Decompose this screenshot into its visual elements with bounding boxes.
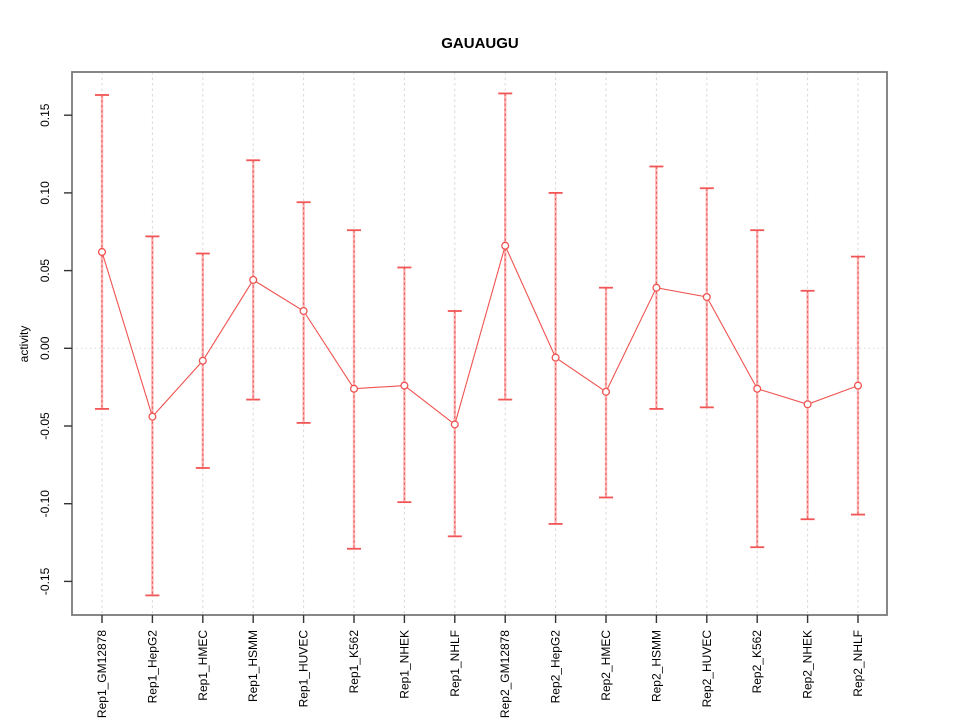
data-point xyxy=(198,356,207,365)
plot-area: 0.15 0.10 0.05 0.00 -0.05 -0.10 -0.15 Rep1_GM12… xyxy=(38,71,888,718)
data-point xyxy=(601,387,611,396)
y-tick-label: 0.05 xyxy=(38,259,52,283)
data-point xyxy=(551,353,560,362)
y-tick-label: 0.10 xyxy=(38,181,52,205)
data-point xyxy=(148,412,157,421)
x-tick-label: Rep2_K562 xyxy=(750,630,764,694)
x-tick-label: Rep2_HSMM xyxy=(649,630,663,702)
data-point xyxy=(702,292,711,302)
data-point xyxy=(450,420,459,429)
y-axis-label: activity xyxy=(17,326,31,363)
data-point xyxy=(853,381,863,390)
x-tick-label: Rep2_GM12878 xyxy=(498,630,512,718)
y-tick-label: -0.15 xyxy=(38,567,52,595)
data-point xyxy=(349,384,359,393)
y-tick-label: 0.15 xyxy=(38,103,52,127)
x-tick-label: Rep2_HUVEC xyxy=(700,630,714,708)
x-tick-label: Rep2_HMEC xyxy=(599,630,613,701)
y-tick-label: -0.05 xyxy=(38,412,52,440)
data-point xyxy=(249,275,258,284)
x-tick-label: Rep1_HMEC xyxy=(196,630,210,701)
data-point xyxy=(501,241,510,250)
data-point xyxy=(803,400,812,409)
x-tick-label: Rep2_HepG2 xyxy=(549,630,563,704)
x-tick-label: Rep1_HUVEC xyxy=(297,630,311,708)
data-point xyxy=(299,306,308,316)
data-point xyxy=(753,384,762,393)
x-tick-label: Rep1_HSMM xyxy=(246,630,260,702)
plot-frame xyxy=(71,71,888,616)
x-tick-label: Rep2_NHLF xyxy=(851,630,865,697)
y-tick-label: 0.00 xyxy=(38,336,52,360)
data-point xyxy=(652,283,661,292)
x-tick-label: Rep1_K562 xyxy=(347,630,361,694)
data-point xyxy=(97,247,107,257)
x-tick-label: Rep1_HepG2 xyxy=(145,630,159,704)
x-tick-label: Rep1_GM12878 xyxy=(95,630,109,718)
series-line xyxy=(101,244,859,426)
y-tick-label: -0.10 xyxy=(38,490,52,518)
chart-title: GAUAUGU xyxy=(441,35,519,52)
data-point xyxy=(400,381,409,390)
x-tick-label: Rep1_NHEK xyxy=(397,630,411,699)
x-tick-label: Rep2_NHEK xyxy=(801,630,815,699)
x-tick-label: Rep1_NHLF xyxy=(448,630,462,697)
